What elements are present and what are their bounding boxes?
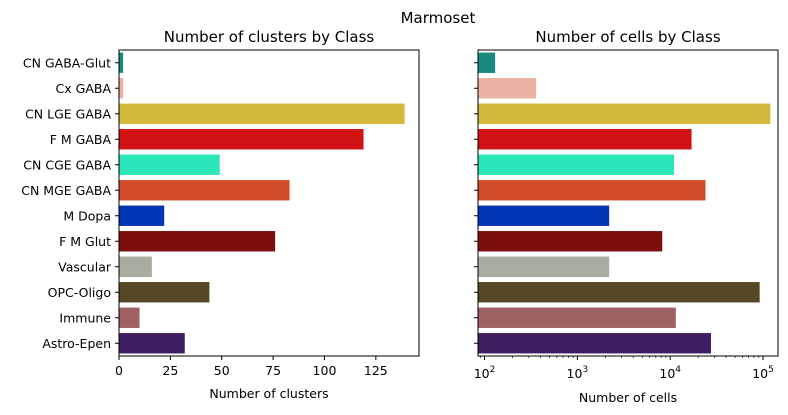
clusters-y-tick-label: Vascular (58, 259, 112, 274)
cells-chart: Number of cells by Class 102 103 104 105 Nu… (474, 28, 779, 405)
clusters-y-tick-label: Cx GABA (56, 81, 112, 96)
clusters-bar (119, 129, 364, 150)
clusters-y-tick-label: CN MGE GABA (21, 183, 111, 198)
cells-bar (478, 52, 496, 73)
clusters-y-tick-label: CN LGE GABA (25, 106, 111, 121)
cells-x-tick-exponent: 3 (582, 365, 588, 375)
cells-x-tick-exponent: 5 (768, 365, 774, 375)
cells-x-tick-base: 10 (567, 366, 583, 381)
clusters-x-tick-label: 75 (265, 363, 281, 378)
clusters-x-tick-label: 0 (115, 363, 123, 378)
clusters-chart: Number of clusters by Class CN GABA-Glut… (21, 28, 420, 401)
cells-x-tick-exponent: 2 (490, 365, 496, 375)
clusters-bar (119, 282, 210, 303)
cells-bar (478, 333, 711, 354)
cells-x-tick-label: 103 (567, 365, 589, 381)
clusters-y-tick-label: OPC-Oligo (48, 285, 111, 300)
cells-x-tick-label: 105 (752, 365, 774, 381)
cells-x-axis-label: Number of cells (579, 390, 677, 405)
cells-x-tick-base: 10 (659, 366, 675, 381)
clusters-y-tick-label: Immune (59, 310, 111, 325)
cells-x-tick-exponent: 4 (675, 365, 681, 375)
cells-bar (478, 231, 663, 252)
cells-bar (478, 180, 706, 201)
cells-x-tick-label: 104 (659, 365, 681, 381)
clusters-x-tick-label: 125 (364, 363, 388, 378)
clusters-bar (119, 307, 140, 328)
clusters-x-tick-label: 25 (162, 363, 178, 378)
clusters-y-tick-label: F M GABA (50, 132, 112, 147)
clusters-bar (119, 180, 290, 201)
clusters-x-ticks: 0 25 50 75 100 125 (115, 356, 388, 378)
clusters-y-tick-label: CN CGE GABA (23, 157, 111, 172)
clusters-bar (119, 231, 276, 252)
cells-bar (478, 78, 537, 99)
cells-y-ticks (474, 62, 478, 344)
clusters-y-tick-label: F M Glut (59, 234, 111, 249)
cells-bar (478, 282, 760, 303)
clusters-y-tick-label: M Dopa (63, 208, 111, 223)
clusters-x-axis-label: Number of clusters (209, 386, 328, 401)
clusters-y-tick-label: Astro-Epen (42, 336, 111, 351)
clusters-bar (119, 103, 405, 124)
clusters-bar (119, 52, 124, 73)
clusters-chart-title: Number of clusters by Class (164, 28, 375, 46)
cells-bar (478, 307, 676, 328)
clusters-x-tick-label: 50 (214, 363, 230, 378)
cells-chart-title: Number of cells by Class (535, 28, 720, 46)
clusters-bar (119, 154, 220, 175)
cells-bar (478, 256, 610, 277)
cells-x-tick-label: 102 (474, 365, 496, 381)
cells-x-ticks: 102 103 104 105 (474, 356, 774, 381)
cells-bar (478, 154, 675, 175)
cells-x-tick-base: 10 (474, 366, 490, 381)
clusters-x-tick-label: 100 (313, 363, 337, 378)
cells-bar (478, 205, 610, 226)
clusters-y-tick-label: CN GABA-Glut (23, 55, 111, 70)
cells-bar (478, 103, 771, 124)
clusters-bar (119, 205, 165, 226)
clusters-y-ticks: CN GABA-Glut Cx GABA CN LGE GABA F M GABA CN… (21, 55, 119, 351)
cells-plot-frame (477, 49, 779, 357)
clusters-bar (119, 78, 124, 99)
cells-bars (478, 52, 771, 354)
cells-bar (478, 129, 692, 150)
clusters-bars (119, 52, 405, 354)
clusters-bar (119, 256, 152, 277)
figure-suptitle: Marmoset (401, 9, 476, 27)
cells-x-tick-base: 10 (752, 366, 768, 381)
clusters-bar (119, 333, 185, 354)
clusters-plot-frame (118, 49, 420, 357)
